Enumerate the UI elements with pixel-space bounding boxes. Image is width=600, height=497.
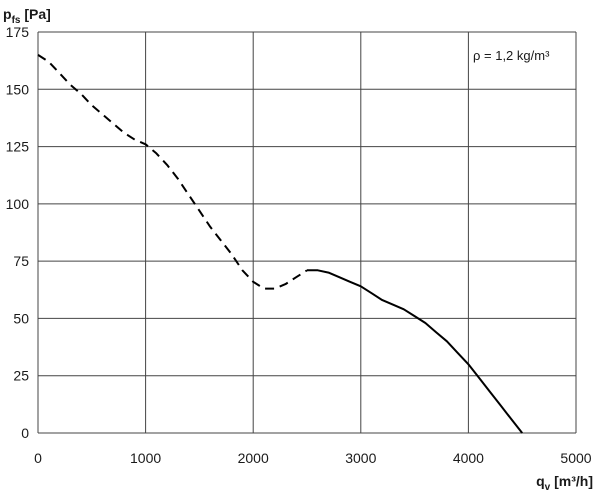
- y-tick-label: 50: [13, 310, 29, 326]
- x-tick-label: 3000: [345, 450, 376, 466]
- y-tick-label: 125: [6, 139, 30, 155]
- grid: [37, 31, 577, 434]
- curve-solid: [307, 269, 523, 434]
- curves: [37, 54, 523, 434]
- y-tick-labels: 0 25 50 75 100 125 150 175: [6, 24, 30, 441]
- x-axis-title: qv [m³/h]: [536, 473, 593, 493]
- x-tick-label: 1000: [130, 450, 161, 466]
- y-tick-label: 75: [13, 253, 29, 269]
- y-tick-label: 150: [6, 81, 30, 97]
- x-tick-label: 4000: [453, 450, 484, 466]
- y-tick-label: 25: [13, 368, 29, 384]
- y-tick-label: 175: [6, 24, 30, 40]
- x-tick-labels: 0 1000 2000 3000 4000 5000: [34, 450, 592, 466]
- y-tick-label: 0: [21, 425, 29, 441]
- y-tick-label: 100: [6, 196, 30, 212]
- x-tick-label: 2000: [238, 450, 269, 466]
- density-annotation: ρ = 1,2 kg/m³: [473, 48, 550, 63]
- curve-dashed: [37, 54, 308, 290]
- x-tick-label: 5000: [560, 450, 591, 466]
- y-axis-title: pfs [Pa]: [3, 6, 51, 26]
- x-tick-label: 0: [34, 450, 42, 466]
